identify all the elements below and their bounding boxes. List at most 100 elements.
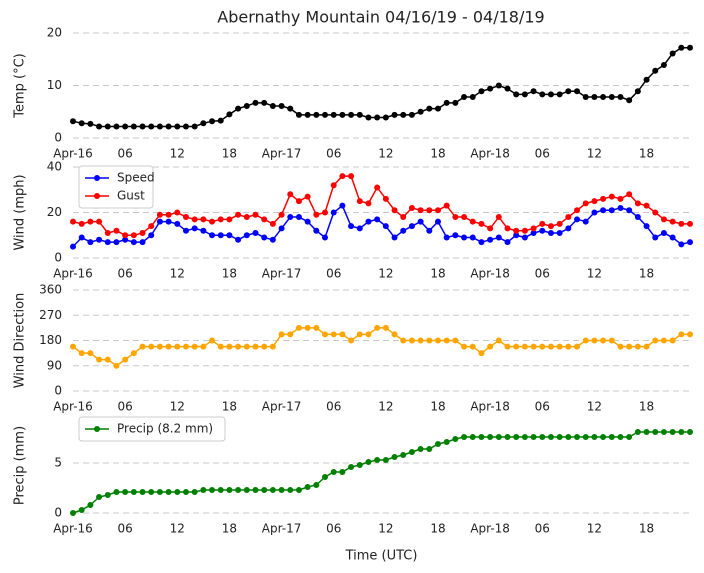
data-point <box>408 337 415 344</box>
data-point <box>565 88 572 95</box>
x-tick-label: 18 <box>222 147 237 161</box>
data-point <box>322 111 329 118</box>
data-point <box>547 434 554 440</box>
data-point <box>130 239 137 246</box>
data-point <box>330 209 337 216</box>
x-tick-label: 18 <box>639 400 654 414</box>
data-point <box>139 239 146 246</box>
data-point <box>356 462 363 468</box>
data-point <box>174 209 181 216</box>
data-point <box>530 434 537 440</box>
y-tick-label: 90 <box>47 358 62 372</box>
data-point <box>634 88 641 95</box>
data-point <box>408 449 415 455</box>
data-point <box>191 343 198 350</box>
x-tick-label: 18 <box>639 522 654 536</box>
x-tick-label: 06 <box>118 147 133 161</box>
data-point <box>574 88 581 95</box>
data-point <box>139 123 146 130</box>
data-point <box>191 216 198 223</box>
data-point <box>87 502 94 508</box>
data-point <box>452 99 459 106</box>
data-point <box>330 111 337 118</box>
x-tick-label: Apr-18 <box>470 147 510 161</box>
data-point <box>295 198 302 205</box>
data-point <box>339 331 346 338</box>
data-point <box>209 487 216 493</box>
data-point <box>165 123 172 130</box>
data-point <box>287 191 294 198</box>
data-point <box>600 337 607 344</box>
data-point <box>304 111 311 118</box>
data-point <box>530 229 537 236</box>
data-point <box>278 211 285 218</box>
data-point <box>443 234 450 241</box>
data-point <box>634 429 641 435</box>
data-point <box>652 337 659 344</box>
y-tick-label: 0 <box>54 131 62 145</box>
data-point <box>235 211 242 218</box>
data-point <box>182 123 189 130</box>
x-tick-label: 18 <box>222 522 237 536</box>
data-point <box>148 232 155 239</box>
data-point <box>165 343 172 350</box>
data-point <box>269 102 276 109</box>
series-line <box>72 204 691 248</box>
data-point <box>356 331 363 338</box>
data-point <box>539 434 546 440</box>
data-point <box>261 487 268 493</box>
data-point <box>200 487 207 493</box>
y-tick-label: 180 <box>39 333 62 347</box>
data-point <box>539 343 546 350</box>
data-point <box>182 214 189 221</box>
data-point <box>339 111 346 118</box>
data-point <box>70 218 76 225</box>
data-point <box>374 184 381 191</box>
y-axis-label: Temp (°C) <box>13 53 28 119</box>
data-point <box>469 343 476 350</box>
data-point <box>426 227 433 234</box>
data-point <box>96 236 103 243</box>
data-point <box>608 193 615 200</box>
data-point <box>487 434 494 440</box>
data-point <box>278 487 285 493</box>
data-point <box>217 117 224 124</box>
data-point <box>660 337 667 344</box>
data-point <box>574 343 581 350</box>
data-point <box>322 331 329 338</box>
data-point <box>678 331 685 338</box>
data-point <box>174 343 181 350</box>
data-point <box>504 225 511 232</box>
data-point <box>626 434 633 440</box>
data-point <box>122 356 129 363</box>
data-point <box>660 229 667 236</box>
data-point <box>600 195 607 202</box>
x-tick-label: 12 <box>170 147 185 161</box>
data-point <box>295 214 302 221</box>
data-point <box>174 489 181 495</box>
data-point <box>547 229 554 236</box>
data-point <box>687 331 693 338</box>
data-point <box>70 118 76 125</box>
data-point <box>156 218 163 225</box>
data-point <box>452 337 459 344</box>
x-tick-label: 06 <box>535 147 550 161</box>
data-point <box>678 44 685 51</box>
data-point <box>269 343 276 350</box>
data-point <box>330 331 337 338</box>
data-point <box>582 200 589 207</box>
data-point <box>191 123 198 130</box>
data-point <box>495 234 502 241</box>
data-point <box>261 99 268 106</box>
data-point <box>295 487 302 493</box>
x-tick-label: 12 <box>378 267 393 281</box>
data-point <box>382 223 389 230</box>
y-axis-label: Wind (mph) <box>13 174 28 250</box>
data-point <box>591 198 598 205</box>
data-point <box>113 227 120 234</box>
data-point <box>330 469 337 475</box>
data-point <box>626 191 633 198</box>
data-point <box>200 343 207 350</box>
data-point <box>495 434 502 440</box>
